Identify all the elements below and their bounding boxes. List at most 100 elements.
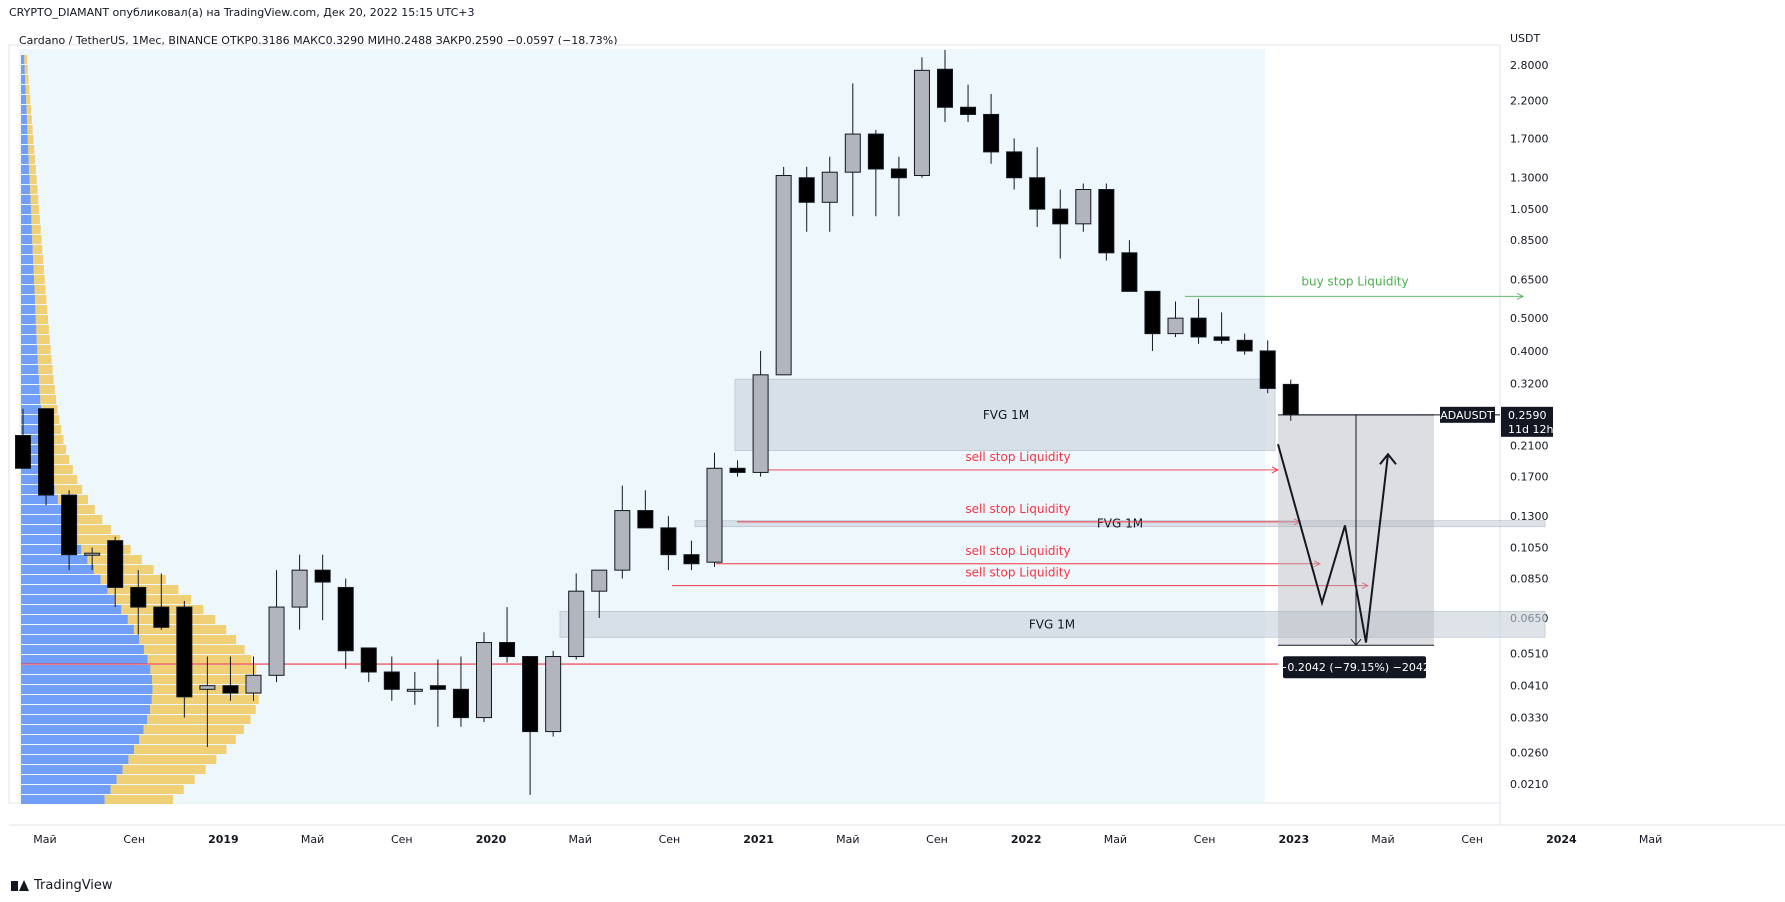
fvg-zone — [734, 378, 1276, 452]
candle-body — [268, 606, 285, 676]
volume-profile-bar-yellow — [32, 235, 42, 244]
fvg-label: FVG 1M — [1029, 617, 1075, 631]
time-tick-label: 2024 — [1546, 833, 1577, 846]
volume-profile-bar-yellow — [35, 315, 49, 324]
volume-profile-bar-yellow — [51, 475, 78, 484]
volume-profile-bar-blue — [21, 205, 31, 214]
volume-profile-bar-yellow — [133, 745, 227, 754]
time-tick-label: Сен — [926, 833, 948, 846]
volume-profile-bar-yellow — [128, 755, 217, 764]
candle-body — [1098, 189, 1115, 254]
volume-profile-bar-yellow — [36, 335, 50, 344]
time-tick-label: 2022 — [1011, 833, 1042, 846]
fvg-zone — [559, 610, 1546, 638]
volume-profile-bar-blue — [21, 345, 38, 354]
volume-profile-bar-yellow — [49, 465, 73, 474]
volume-profile-bar-blue — [21, 565, 94, 574]
volume-profile-bar-blue — [21, 95, 27, 104]
volume-profile-bar-yellow — [31, 215, 40, 224]
price-tick-label: 0.5000 — [1510, 312, 1549, 325]
volume-profile-bar-blue — [21, 685, 153, 694]
volume-profile-bar-blue — [21, 625, 134, 634]
candle-body — [706, 467, 723, 563]
candle-body — [1236, 339, 1253, 352]
volume-profile-bar-yellow — [37, 345, 51, 354]
volume-profile-bar-blue — [21, 125, 28, 134]
volume-profile-bar-blue — [21, 495, 58, 504]
price-tick-label: 0.4000 — [1510, 345, 1549, 358]
tradingview-brand[interactable]: TradingView — [11, 878, 113, 893]
candle-body — [1167, 317, 1184, 335]
volume-profile-bar-blue — [21, 175, 30, 184]
symbol-legend: Cardano / TetherUS, 1Мес, BINANCE ОТКР0.… — [19, 34, 618, 47]
volume-profile-bar-yellow — [26, 105, 32, 114]
volume-profile-bar-blue — [21, 515, 66, 524]
candle-body — [61, 494, 78, 556]
volume-profile-bar-blue — [21, 745, 134, 754]
volume-profile-bar-yellow — [33, 255, 44, 264]
volume-profile-bar-blue — [21, 765, 123, 774]
volume-profile-bar-blue — [21, 395, 41, 404]
candle-body — [476, 642, 492, 719]
volume-profile-bar-yellow — [100, 575, 166, 584]
candle-body — [545, 656, 562, 733]
candle-body — [867, 133, 884, 170]
volume-profile-bar-yellow — [116, 775, 195, 784]
time-tick-label: Май — [1639, 833, 1662, 846]
time-tick-label: Май — [569, 833, 592, 846]
candle-body — [660, 527, 677, 556]
price-tick-label: 0.6500 — [1510, 274, 1549, 287]
volume-profile-bar-yellow — [28, 155, 36, 164]
candle-body — [1190, 317, 1207, 338]
volume-profile-bar-blue — [21, 245, 33, 254]
volume-profile-bar-yellow — [35, 305, 48, 314]
time-tick-label: Май — [1104, 833, 1127, 846]
time-tick-label: Сен — [1194, 833, 1216, 846]
volume-profile-bar-yellow — [75, 535, 121, 544]
volume-profile-bar-blue — [21, 615, 128, 624]
volume-profile-bar-blue — [21, 605, 122, 614]
candle-body — [614, 510, 631, 571]
candle-body — [1121, 252, 1138, 292]
time-tick-label: Сен — [1461, 833, 1483, 846]
time-tick-label: Май — [33, 833, 56, 846]
volume-profile-bar-yellow — [150, 665, 257, 674]
volume-profile-bar-blue — [21, 585, 108, 594]
candle-body — [1029, 177, 1046, 210]
volume-profile-bar-yellow — [81, 545, 131, 554]
time-tick-label: Май — [301, 833, 324, 846]
volume-profile-bar-yellow — [26, 95, 31, 104]
volume-profile-bar-blue — [21, 255, 34, 264]
volume-profile-bar-blue — [21, 795, 105, 804]
candle-body — [1213, 336, 1230, 341]
candle-body — [222, 685, 239, 694]
volume-profile-bar-blue — [21, 725, 144, 734]
volume-profile-bar-blue — [21, 635, 140, 644]
projection-arrowhead — [1379, 452, 1397, 465]
candle-body — [522, 656, 539, 733]
candle-body — [983, 113, 1000, 153]
volume-profile-bar-yellow — [24, 65, 28, 74]
price-tick-label: 0.1300 — [1510, 510, 1549, 523]
volume-profile-bar-yellow — [30, 205, 40, 214]
volume-profile-bar-blue — [21, 295, 35, 304]
volume-profile-bar-yellow — [39, 385, 55, 394]
currency-label: USDT — [1510, 32, 1541, 45]
volume-profile-bar-yellow — [27, 125, 33, 134]
projection-path — [1277, 443, 1389, 643]
measure-label-bg — [1283, 656, 1426, 679]
volume-profile-bar-yellow — [26, 115, 32, 124]
volume-profile-bar-blue — [21, 155, 29, 164]
candle-body — [360, 647, 377, 673]
time-tick-label: Сен — [123, 833, 145, 846]
time-tick-label: Сен — [391, 833, 413, 846]
candle-body — [383, 671, 400, 690]
volume-profile-bar-blue — [21, 355, 38, 364]
volume-profile-bar-yellow — [30, 185, 38, 194]
volume-profile-bar-blue — [21, 535, 76, 544]
candle-body — [406, 688, 423, 692]
volume-profile-bar-yellow — [28, 145, 35, 154]
price-tick-label: 0.0260 — [1510, 747, 1549, 760]
volume-profile-bar-blue — [21, 675, 152, 684]
